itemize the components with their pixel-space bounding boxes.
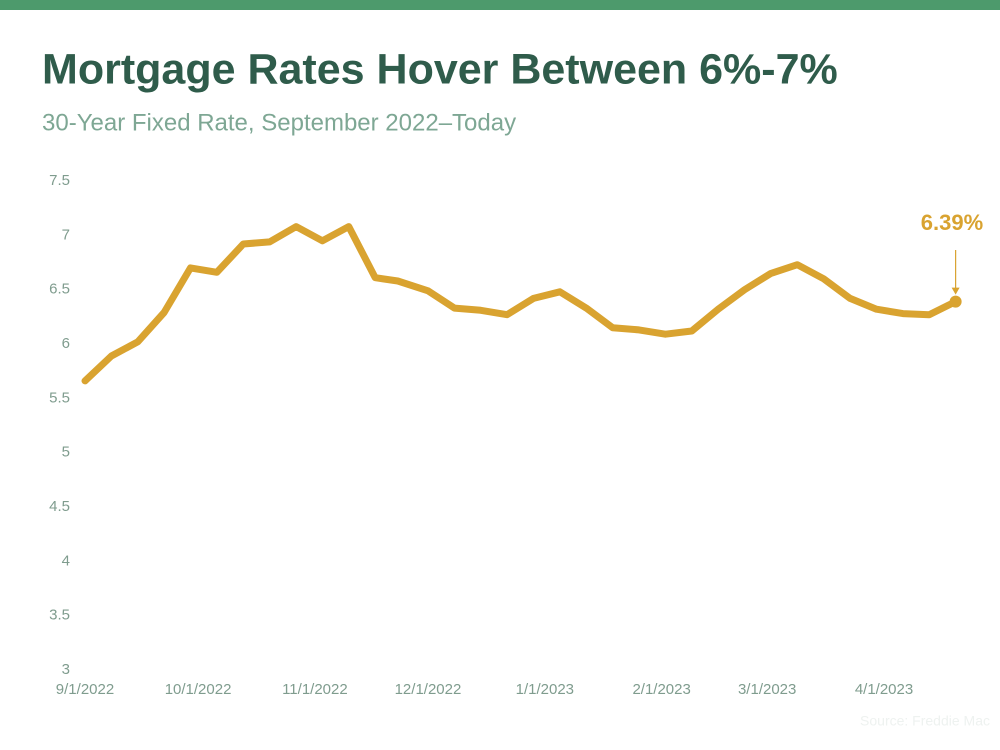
chart-title: Mortgage Rates Hover Between 6%-7%	[42, 45, 838, 93]
y-tick-label: 4	[62, 552, 70, 569]
x-tick-label: 12/1/2022	[395, 681, 462, 698]
line	[81, 223, 960, 385]
value-label: 6.39%	[921, 210, 983, 235]
top-bar	[0, 0, 1000, 10]
point	[949, 295, 962, 308]
y-tick-label: 3.5	[49, 607, 70, 624]
y-tick-label: 6.5	[49, 281, 70, 298]
x-tick-label: 3/1/2023	[738, 681, 796, 698]
x-tick-label: 1/1/2023	[516, 681, 574, 698]
chart-subtitle: 30-Year Fixed Rate, September 2022–Today	[42, 109, 516, 136]
x-tick-label: 10/1/2022	[165, 681, 232, 698]
y-tick-label: 7	[62, 226, 70, 243]
source: Source: Freddie Mac	[860, 713, 990, 729]
x-tick-label: 4/1/2023	[855, 681, 913, 698]
arrow-head	[951, 287, 960, 295]
y-tick-label: 7.5	[49, 172, 70, 189]
y-tick-label: 4.5	[49, 498, 70, 515]
y-tick-label: 6	[62, 335, 70, 352]
y-tick-label: 3	[62, 661, 70, 678]
x-tick-label: 2/1/2023	[632, 681, 690, 698]
x-tick-label: 9/1/2022	[56, 681, 114, 698]
y-tick-label: 5	[62, 444, 70, 461]
y-tick-label: 5.5	[49, 389, 70, 406]
x-tick-label: 11/1/2022	[282, 681, 348, 698]
